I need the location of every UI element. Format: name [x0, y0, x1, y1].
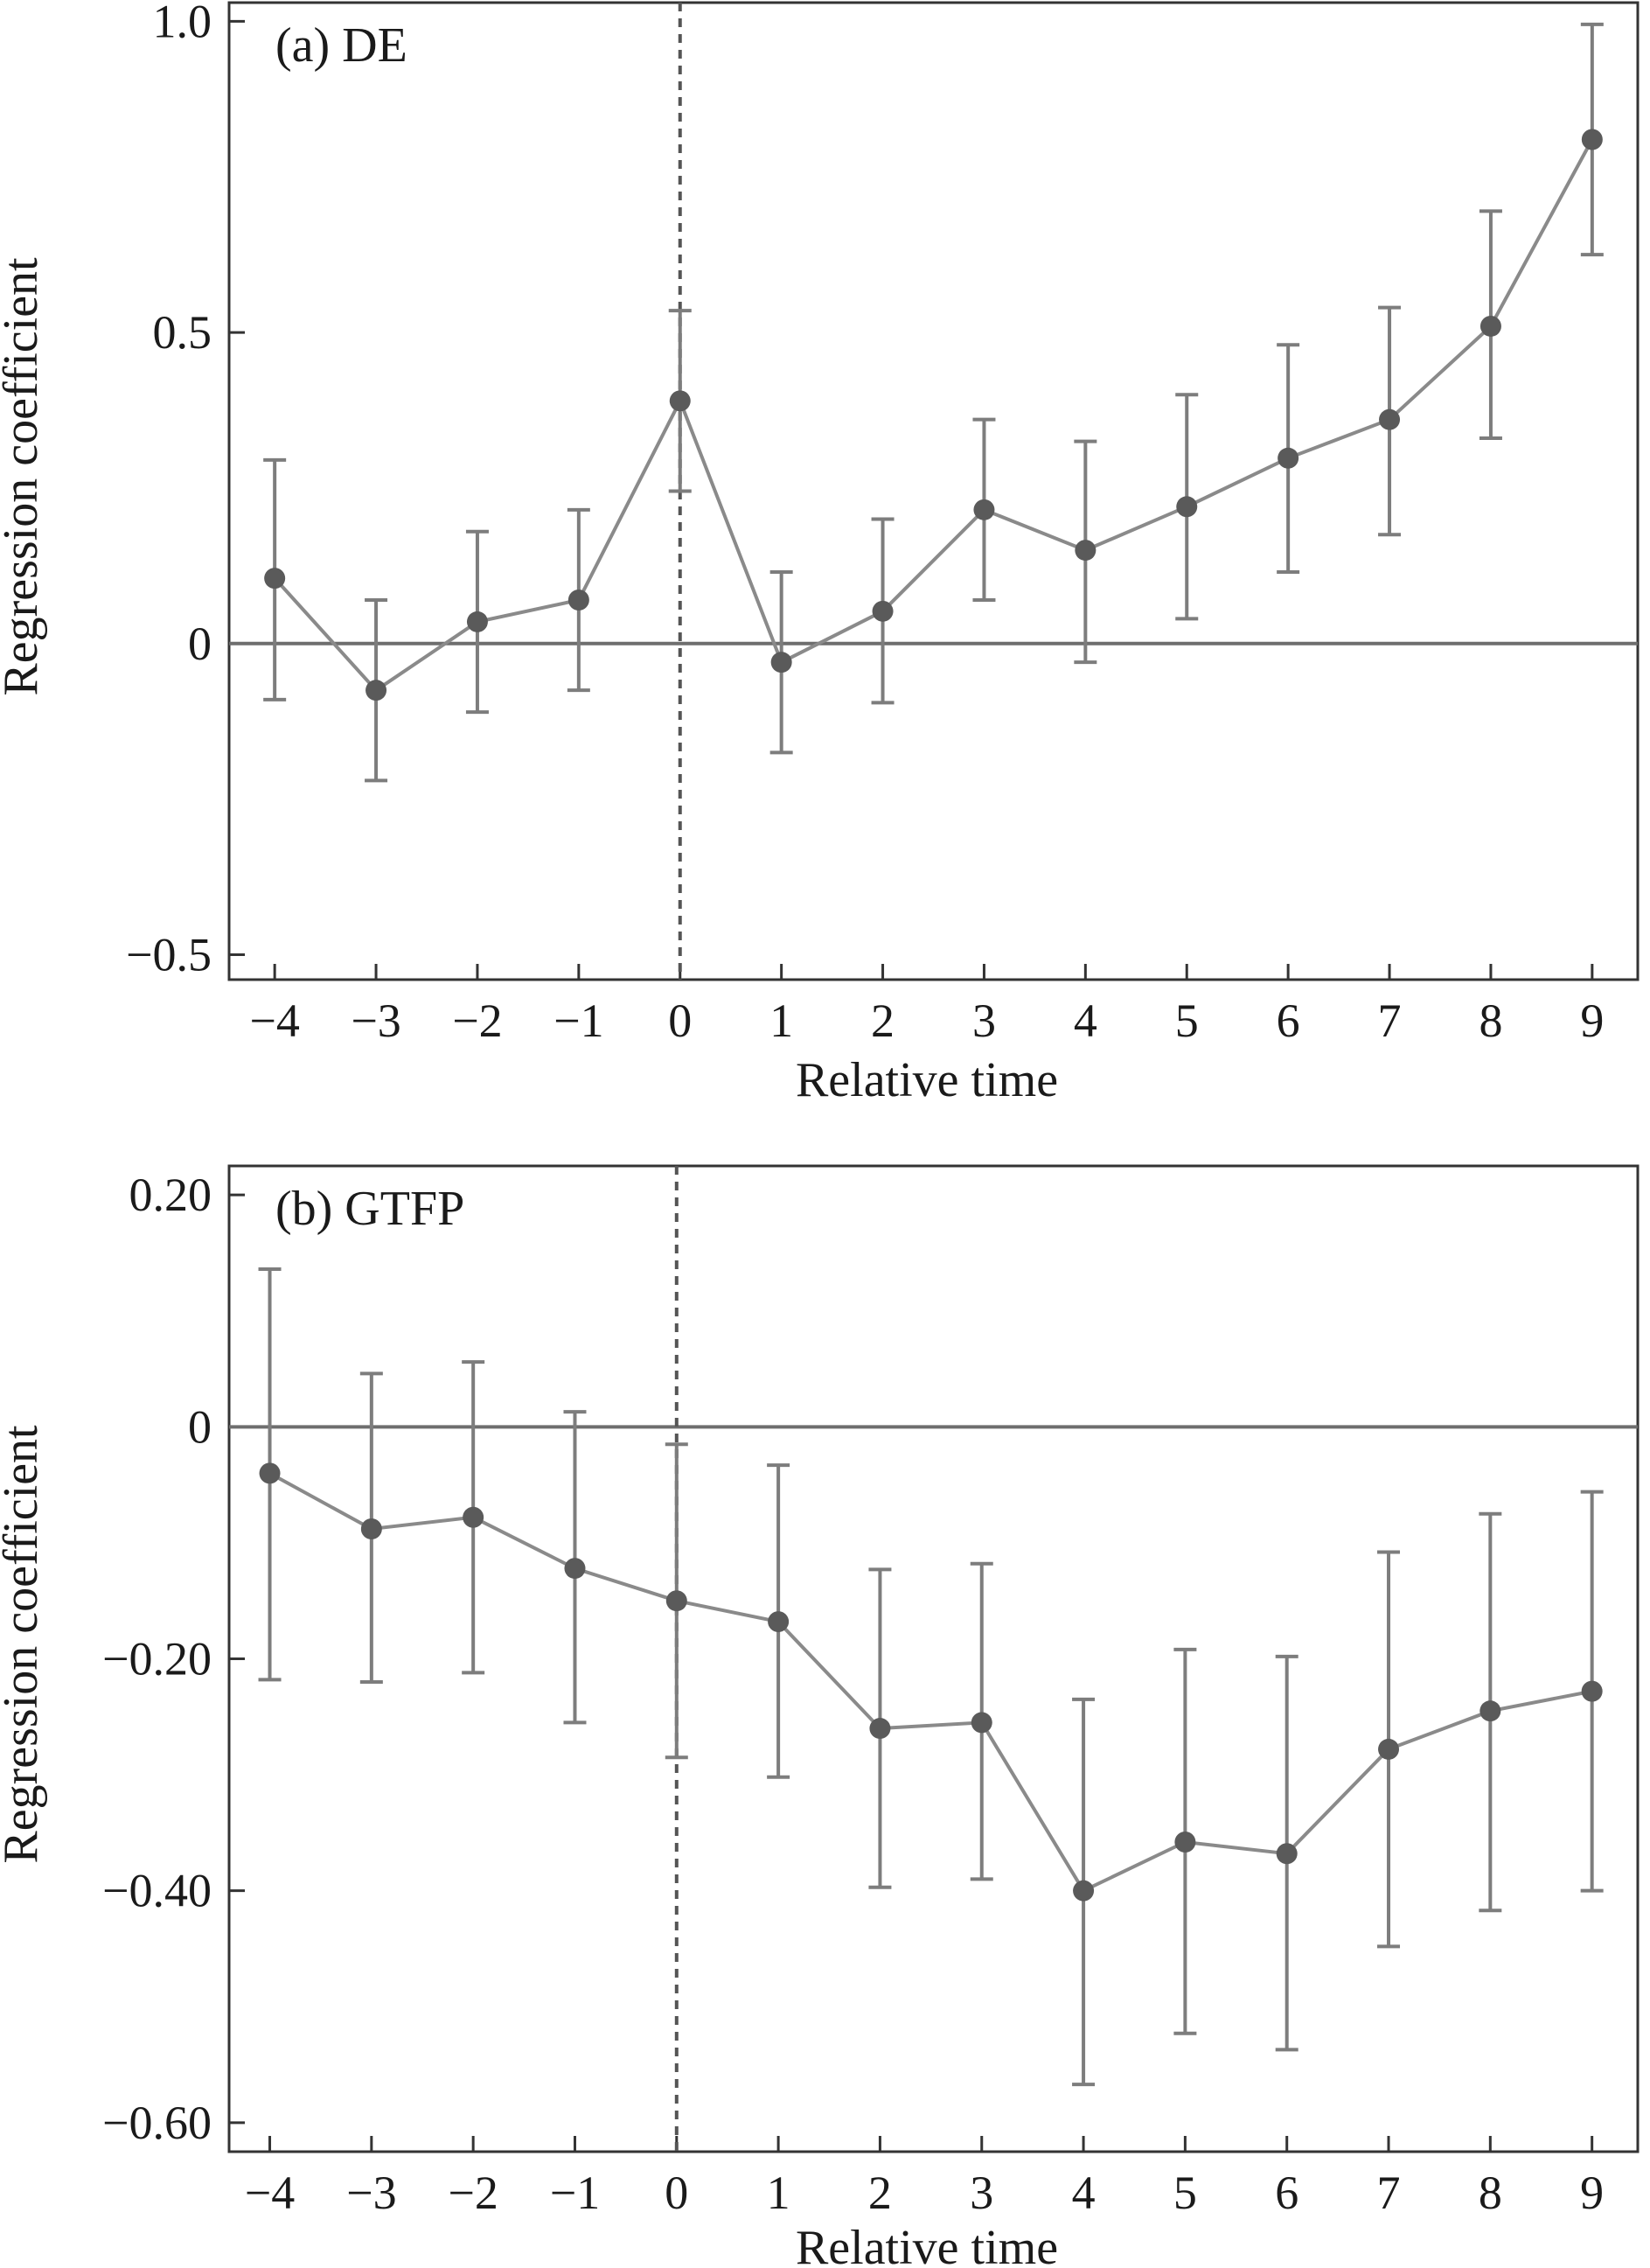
- panel-b-data-point: [1174, 1831, 1196, 1853]
- panel-a-y-tick-label: 0: [188, 618, 212, 670]
- panel-a-x-tick-label: −1: [553, 994, 603, 1047]
- panel-a-data-point: [264, 568, 286, 590]
- panel-a-data-point: [1176, 496, 1198, 518]
- panel-b-x-axis-label: Relative time: [796, 2221, 1058, 2268]
- panel-a-label: (a) DE: [275, 18, 407, 73]
- panel-b-x-tick-label: 6: [1275, 2167, 1298, 2219]
- panel-b-data-point: [1073, 1880, 1095, 1902]
- panel-a-x-tick-label: 1: [769, 994, 793, 1047]
- panel-a-data-point: [1479, 315, 1501, 337]
- panel-b-x-tick-label: 9: [1580, 2167, 1604, 2219]
- panel-a-x-tick-label: 4: [1074, 994, 1097, 1047]
- panel-a-y-tick-label: 0.5: [153, 306, 212, 359]
- panel-a-data-point: [669, 390, 691, 412]
- panel-b-x-tick-label: 2: [868, 2167, 892, 2219]
- panel-a-data-point: [1075, 540, 1097, 562]
- panel-b-y-axis-label: Regression coefficient: [0, 1425, 48, 1864]
- panel-a-series: [264, 129, 1603, 701]
- panel-b-y-tick-label: −0.40: [102, 1865, 212, 1917]
- panel-a-data-point: [973, 499, 995, 520]
- panel-b-x-tick-label: 5: [1173, 2167, 1197, 2219]
- panel-a-frame: [227, 1, 1640, 981]
- panel-b-y-ticks: 0.20 0 −0.20 −0.40 −0.60: [102, 1169, 245, 2149]
- panel-b-x-tick-label: 0: [665, 2167, 688, 2219]
- panel-b-x-ticks: −4 −3 −2 −1 0 1 2 3 4 5 6 7 8 9: [245, 2136, 1604, 2219]
- panel-b-label: (b) GTFP: [275, 1182, 464, 1236]
- panel-b-data-point: [1479, 1700, 1501, 1722]
- panel-b-data-point: [463, 1506, 484, 1528]
- panel-a-x-tick-label: 7: [1378, 994, 1402, 1047]
- panel-b-x-tick-label: −4: [245, 2167, 295, 2219]
- panel-a-x-tick-label: 9: [1580, 994, 1604, 1047]
- panel-b-gtfp: (b) GTFP −4 −3 −2 −1 0 1 2 3 4 5 6 7 8 9 0.20 0 −0.20 −0…: [0, 1164, 1640, 2268]
- panel-a-reference-lines: [229, 3, 1638, 980]
- panel-b-data-point: [971, 1712, 992, 1734]
- panel-a-data-point: [1581, 129, 1603, 150]
- panel-a-y-tick-label: 1.0: [153, 0, 212, 47]
- panel-b-y-tick-label: 0: [188, 1400, 212, 1453]
- panel-b-data-point: [869, 1718, 891, 1740]
- panel-a-series-line: [273, 138, 1594, 693]
- panel-a-data-point: [770, 652, 792, 673]
- panel-b-x-tick-label: 7: [1377, 2167, 1401, 2219]
- panel-a-x-tick-label: −2: [452, 994, 502, 1047]
- panel-b-series-line: [268, 1471, 1593, 1894]
- panel-a-data-point: [1278, 447, 1299, 469]
- panel-b-x-tick-label: −2: [448, 2167, 498, 2219]
- panel-a-de: (a) DE −4 −3 −2 −1 0 1 2 3 4 5 6 7 8 9 1.0 0.5 0 −0.5 Re…: [0, 0, 1640, 1107]
- panel-b-y-tick-label: 0.20: [129, 1169, 212, 1221]
- panel-b-data-point: [1276, 1843, 1298, 1865]
- panel-a-data-point: [366, 680, 387, 701]
- panel-b-data-point: [665, 1590, 687, 1612]
- panel-a-data-point: [1379, 408, 1401, 430]
- panel-a-x-tick-label: 8: [1479, 994, 1502, 1047]
- panel-b-data-point: [564, 1558, 586, 1580]
- panel-b-x-tick-label: 8: [1479, 2167, 1502, 2219]
- panel-a-x-tick-label: 6: [1277, 994, 1300, 1047]
- panel-b-data-point: [259, 1462, 281, 1484]
- panel-b-series: [259, 1462, 1603, 1902]
- panel-a-y-axis-label: Regression coefficient: [0, 257, 48, 696]
- panel-a-x-tick-label: −3: [351, 994, 400, 1047]
- panel-b-data-point: [360, 1518, 382, 1540]
- panel-b-data-point: [1378, 1738, 1400, 1760]
- panel-a-x-tick-label: 3: [972, 994, 996, 1047]
- panel-a-x-tick-label: −4: [249, 994, 299, 1047]
- panel-b-y-tick-label: −0.20: [102, 1633, 212, 1685]
- panel-a-x-tick-label: 2: [871, 994, 895, 1047]
- panel-b-data-point: [768, 1611, 790, 1633]
- panel-a-y-ticks: 1.0 0.5 0 −0.5: [126, 0, 245, 981]
- panel-a-data-point: [466, 611, 488, 632]
- panel-a-data-point: [567, 590, 589, 611]
- panel-b-x-tick-label: −1: [550, 2167, 600, 2219]
- panel-b-data-point: [1581, 1680, 1603, 1702]
- panel-a-y-tick-label: −0.5: [126, 929, 212, 981]
- panel-b-x-tick-label: 4: [1072, 2167, 1096, 2219]
- panel-b-y-tick-label: −0.60: [102, 2097, 212, 2149]
- panel-b-x-tick-label: 1: [767, 2167, 790, 2219]
- panel-b-frame: [227, 1164, 1640, 2153]
- panel-a-x-ticks: −4 −3 −2 −1 0 1 2 3 4 5 6 7 8 9: [249, 964, 1604, 1047]
- panel-b-reference-lines: [229, 1166, 1638, 2152]
- panel-b-error-bars: [258, 1267, 1604, 2087]
- panel-a-x-axis-label: Relative time: [796, 1053, 1058, 1107]
- panel-a-error-bars: [263, 22, 1604, 783]
- panel-b-x-tick-label: −3: [346, 2167, 396, 2219]
- panel-b-x-tick-label: 3: [970, 2167, 993, 2219]
- panel-a-x-tick-label: 5: [1175, 994, 1199, 1047]
- panel-a-x-tick-label: 0: [668, 994, 692, 1047]
- panel-a-data-point: [872, 600, 894, 622]
